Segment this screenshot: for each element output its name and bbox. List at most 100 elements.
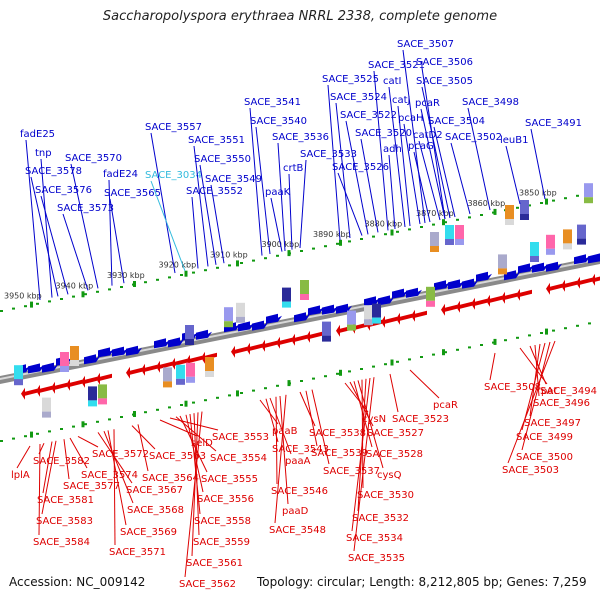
page-title: Saccharopolyspora erythraea NRRL 2338, c… (102, 9, 498, 24)
ruler-dot-bottom (192, 401, 195, 404)
bottom-gene-label: SACE_3581 (37, 495, 94, 506)
bottom-label-leader (184, 411, 203, 578)
ruler-dot-top (468, 216, 471, 219)
feature-box (445, 225, 454, 239)
bottom-gene-label: SACE_3528 (366, 449, 423, 460)
gene-arrow-bottom (171, 357, 187, 370)
bottom-label-leader (489, 352, 496, 381)
top-label-leader (193, 145, 209, 267)
ruler-dot-top (336, 242, 339, 245)
ruler-dot-bottom (180, 404, 183, 406)
gene-arrow-bottom (246, 342, 262, 355)
gene-arrow-bottom (411, 309, 427, 322)
top-label-leader (397, 105, 411, 227)
feature-box (236, 302, 245, 317)
gene-arrow-bottom (156, 360, 172, 373)
gene-arrow-top (378, 295, 394, 306)
ruler-dot-bottom (432, 353, 435, 356)
ruler-dot-top (528, 204, 531, 207)
ruler-dot-top (84, 293, 87, 296)
feature-box-shade (322, 335, 331, 342)
bottom-label-leader (63, 439, 70, 480)
bottom-gene-label: SACE_3583 (36, 516, 93, 527)
ruler-label: 3890 kbp (313, 230, 351, 239)
top-label-leader (373, 70, 389, 231)
bottom-label-leader (299, 391, 316, 427)
top-gene-label: SACE_3522 (340, 110, 397, 121)
bottom-label-leader (305, 390, 318, 447)
ruler-tick (133, 281, 136, 287)
bottom-gene-label: SACE_3538 (309, 428, 366, 439)
ruler-dot-bottom (480, 344, 483, 346)
bottom-gene-label: SACE_3558 (194, 516, 251, 527)
ruler-dot-top (96, 290, 99, 293)
gene-arrow-bottom (381, 315, 397, 328)
ruler-dot-bottom (240, 392, 243, 394)
ruler-tick (493, 338, 497, 345)
top-label-leader (150, 132, 176, 274)
ruler-tick (493, 208, 497, 215)
bottom-gene-label: SACE_3555 (201, 474, 258, 485)
top-gene-label: catJ (392, 95, 411, 106)
top-gene-label: catI (383, 76, 402, 87)
top-label-leader (109, 198, 125, 284)
ruler-dot-top (300, 250, 303, 252)
ruler-tick (236, 260, 239, 267)
gene-arrow-top (434, 280, 450, 291)
ruler-dot-bottom (300, 380, 303, 382)
top-gene-label: pcaH (398, 113, 424, 124)
bottom-label-leader (279, 395, 289, 505)
ruler-dot-bottom (396, 360, 399, 363)
feature-box (60, 352, 69, 366)
topology-label: Topology: circular; Length: 8,212,805 bp… (257, 575, 587, 589)
top-label-leader (255, 126, 271, 255)
top-label-leader (421, 67, 446, 220)
ruler-dot-bottom (84, 423, 87, 426)
gene-arrow-top (112, 346, 128, 357)
top-label-leader (420, 108, 446, 220)
bottom-gene-label: SACE_3567 (126, 485, 183, 496)
gene-arrow-bottom (276, 336, 292, 349)
top-gene-label: SACE_3498 (462, 97, 519, 108)
ruler-dot-top (252, 259, 255, 262)
top-label-leader (288, 173, 293, 250)
gene-arrow-top (308, 305, 324, 316)
top-gene-label: SACE_3540 (250, 116, 307, 127)
feature-box-shade (498, 268, 507, 275)
bottom-gene-label: SACE_3562 (179, 579, 236, 590)
bottom-gene-label: cysQ (377, 470, 402, 481)
top-gene-label: SACE_3552 (186, 186, 243, 197)
top-gene-label: SACE_3573 (57, 203, 114, 214)
top-gene-label: SACE_3520 (355, 128, 412, 139)
bottom-label-leader (275, 396, 278, 485)
ruler-dot-top (216, 266, 219, 269)
top-gene-label: SACE_3551 (188, 135, 245, 146)
top-label-leader (360, 138, 379, 233)
feature-box (42, 397, 51, 412)
bottom-label-leader (353, 377, 375, 552)
feature-box (186, 362, 195, 377)
top-gene-label: SACE_3507 (397, 39, 454, 50)
top-gene-label: SACE_3550 (194, 154, 251, 165)
ruler-tick (339, 239, 342, 246)
top-gene-label: SACE_3034 (145, 170, 202, 181)
feature-box-shade (176, 378, 185, 385)
feature-box-shade (300, 294, 309, 300)
ruler-dot-top (552, 199, 555, 202)
ruler-label: 3880 kbp (365, 220, 403, 229)
ruler-tick (30, 431, 33, 438)
bottom-gene-label: SACE_3499 (516, 432, 573, 443)
top-gene-label: SACE_3576 (35, 185, 92, 196)
ruler-dot-bottom (312, 377, 315, 380)
ruler-dot-bottom (360, 368, 363, 370)
bottom-gene-label: SACE_3572 (92, 449, 149, 460)
gene-arrow-top (238, 321, 254, 332)
bottom-label-leader (159, 419, 198, 437)
ruler-dot-bottom (156, 408, 159, 411)
feature-box (505, 205, 514, 219)
bottom-gene-label: SACE_3534 (346, 533, 403, 544)
ruler-tick (287, 250, 291, 257)
ruler-dot-bottom (504, 339, 507, 342)
gene-arrow-bottom (591, 273, 600, 286)
feature-box (205, 357, 214, 371)
